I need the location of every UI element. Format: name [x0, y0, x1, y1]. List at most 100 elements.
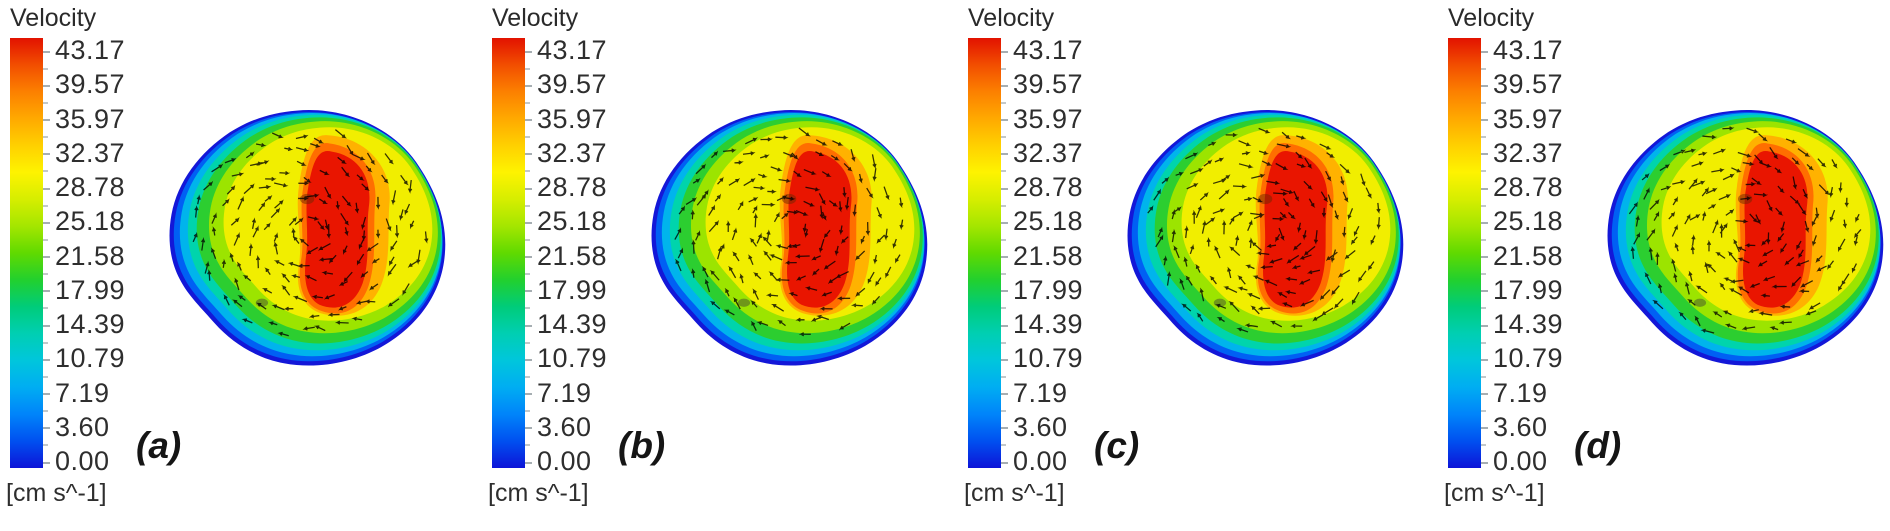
colorbar-tickmark: [525, 341, 530, 344]
colorbar-tickmark: [1001, 375, 1006, 378]
colorbar-tickmark: [43, 461, 50, 464]
colorbar-tickmark: [525, 290, 532, 293]
colorbar-tickmark: [525, 101, 530, 104]
colorbar-tickmark: [1001, 67, 1006, 70]
colorbar-tickmark: [525, 444, 530, 447]
colorbar-tickmark: [1001, 307, 1006, 310]
panel-a: Velocity 43.17 39.57 35.97 32.37 28.78 25.18 2…: [0, 0, 452, 531]
colorbar-tickmark: [1001, 324, 1008, 327]
colorbar-title: Velocity: [968, 4, 1055, 32]
colorbar-tickmark: [43, 84, 50, 87]
colorbar-tickmark: [525, 187, 532, 190]
colorbar-tickmark: [43, 221, 50, 224]
colorbar-tick-label: 0.00: [1013, 446, 1068, 476]
colorbar-tickmark: [525, 238, 530, 241]
colorbar-tickmark: [525, 136, 530, 139]
colorbar-tick-label: 17.99: [1013, 274, 1084, 305]
colorbar-tickmark: [1481, 410, 1486, 413]
colorbar-tickmark: [1001, 101, 1006, 104]
colorbar-tick-label: 7.19: [537, 377, 592, 408]
colorbar-tickmark: [43, 187, 50, 190]
colorbar-tickmark: [1481, 153, 1488, 156]
colorbar-tickmark: [43, 341, 48, 344]
colorbar-tickmark: [1001, 290, 1008, 293]
colorbar-tickmark: [1481, 119, 1488, 121]
colorbar-tick-label: 21.58: [1013, 240, 1084, 271]
colorbar-tick-label: 21.58: [1493, 240, 1564, 271]
colorbar: [10, 38, 50, 468]
colorbar-tickmark: [1481, 375, 1486, 378]
colorbar-tickmark: [1481, 290, 1488, 293]
velocity-vector-arrows: [674, 127, 904, 337]
colorbar-tickmark: [1481, 461, 1488, 464]
colorbar-tickmark: [43, 101, 48, 104]
colorbar-tickmark: [43, 136, 48, 139]
colorbar-tickmark: [43, 153, 50, 156]
colorbar-tick-label: 32.37: [537, 137, 608, 168]
colorbar-tickmark: [43, 375, 48, 378]
colorbar-tick-label: 21.58: [537, 240, 608, 271]
colorbar-tick-label: 39.57: [1013, 69, 1084, 100]
colorbar-tickmark: [525, 119, 532, 121]
colorbar-tick-label: 0.00: [1493, 446, 1548, 476]
colorbar-tick-label: 43.17: [55, 35, 126, 65]
colorbar-tickmark: [1001, 256, 1008, 258]
colorbar-tick-labels: 43.17 39.57 35.97 32.37 28.78 25.18 21.58 17.99…: [1013, 37, 1093, 475]
colorbar-tick-label: 3.60: [537, 411, 592, 442]
panel-label: (d): [1574, 425, 1622, 466]
colorbar-tickmark: [43, 170, 48, 173]
colorbar-tick-labels: 43.17 39.57 35.97 32.37 28.78 25.18 21.58 17.99…: [55, 37, 135, 475]
colorbar-tickmark: [1001, 341, 1006, 344]
colorbar-tick-label: 14.39: [1493, 309, 1564, 339]
colorbar-tickmark: [1001, 393, 1008, 395]
colorbar-tick-label: 3.60: [55, 411, 110, 442]
velocity-contour-plot: [1111, 104, 1409, 372]
colorbar-tickmark: [1481, 187, 1488, 190]
panel-c: Velocity 43.17 39.57 35.97 32.37 28.78 25.18 2…: [958, 0, 1410, 531]
colorbar-tickmark: [1001, 170, 1006, 173]
vector-arrow-strokes: [674, 127, 904, 337]
velocity-vector-arrows: [1147, 127, 1381, 333]
colorbar-tickmark: [43, 358, 50, 361]
colorbar-tickmark: [43, 119, 50, 121]
colorbar-tick-label: 17.99: [1493, 274, 1564, 305]
colorbar-tick-label: 0.00: [55, 446, 110, 476]
colorbar-tick-label: 28.78: [537, 172, 608, 202]
colorbar-title: Velocity: [492, 4, 579, 32]
colorbar-gradient: [10, 38, 43, 468]
colorbar-title: Velocity: [10, 4, 97, 32]
colorbar-tickmark: [43, 393, 50, 395]
velocity-vector-arrows: [1628, 126, 1862, 334]
colorbar-tickmark: [1481, 341, 1486, 344]
panel-label: (c): [1094, 425, 1140, 466]
colorbar-tickmark: [1001, 444, 1006, 447]
colorbar-tickmark: [525, 204, 530, 207]
colorbar-tick-label: 39.57: [537, 69, 608, 100]
panel-label: (b): [618, 425, 666, 466]
colorbar-tick-label: 17.99: [537, 274, 608, 305]
colorbar-tick-label: 3.60: [1493, 411, 1548, 442]
colorbar-tickmark: [525, 358, 532, 361]
colorbar-tick-label: 10.79: [1493, 343, 1564, 374]
colorbar-tickmark: [1001, 427, 1008, 430]
colorbar-tickmark: [1001, 221, 1008, 224]
vector-arrow-strokes: [1147, 127, 1381, 333]
colorbar-tickmark: [525, 84, 532, 87]
colorbar-tick-label: 14.39: [1013, 309, 1084, 339]
colorbar-tickmark: [525, 67, 530, 70]
colorbar-tickmark: [43, 410, 48, 413]
colorbar-unit: [cm s^-1]: [1444, 479, 1545, 507]
colorbar-tickmark: [43, 307, 48, 310]
colorbar-tickmark: [525, 393, 532, 395]
colorbar-tick-label: 25.18: [537, 206, 608, 237]
colorbar-tickmark: [1001, 119, 1008, 121]
colorbar-tick-label: 10.79: [1013, 343, 1084, 374]
colorbar-tickmark: [1001, 238, 1006, 241]
colorbar-tickmark: [1481, 273, 1486, 276]
colorbar-tickmark: [43, 238, 48, 241]
panel-label: (a): [136, 425, 182, 466]
colorbar-tick-label: 14.39: [537, 309, 608, 339]
colorbar-tickmark: [525, 375, 530, 378]
colorbar-tickmark: [43, 273, 48, 276]
colorbar-tickmark: [1481, 324, 1488, 327]
